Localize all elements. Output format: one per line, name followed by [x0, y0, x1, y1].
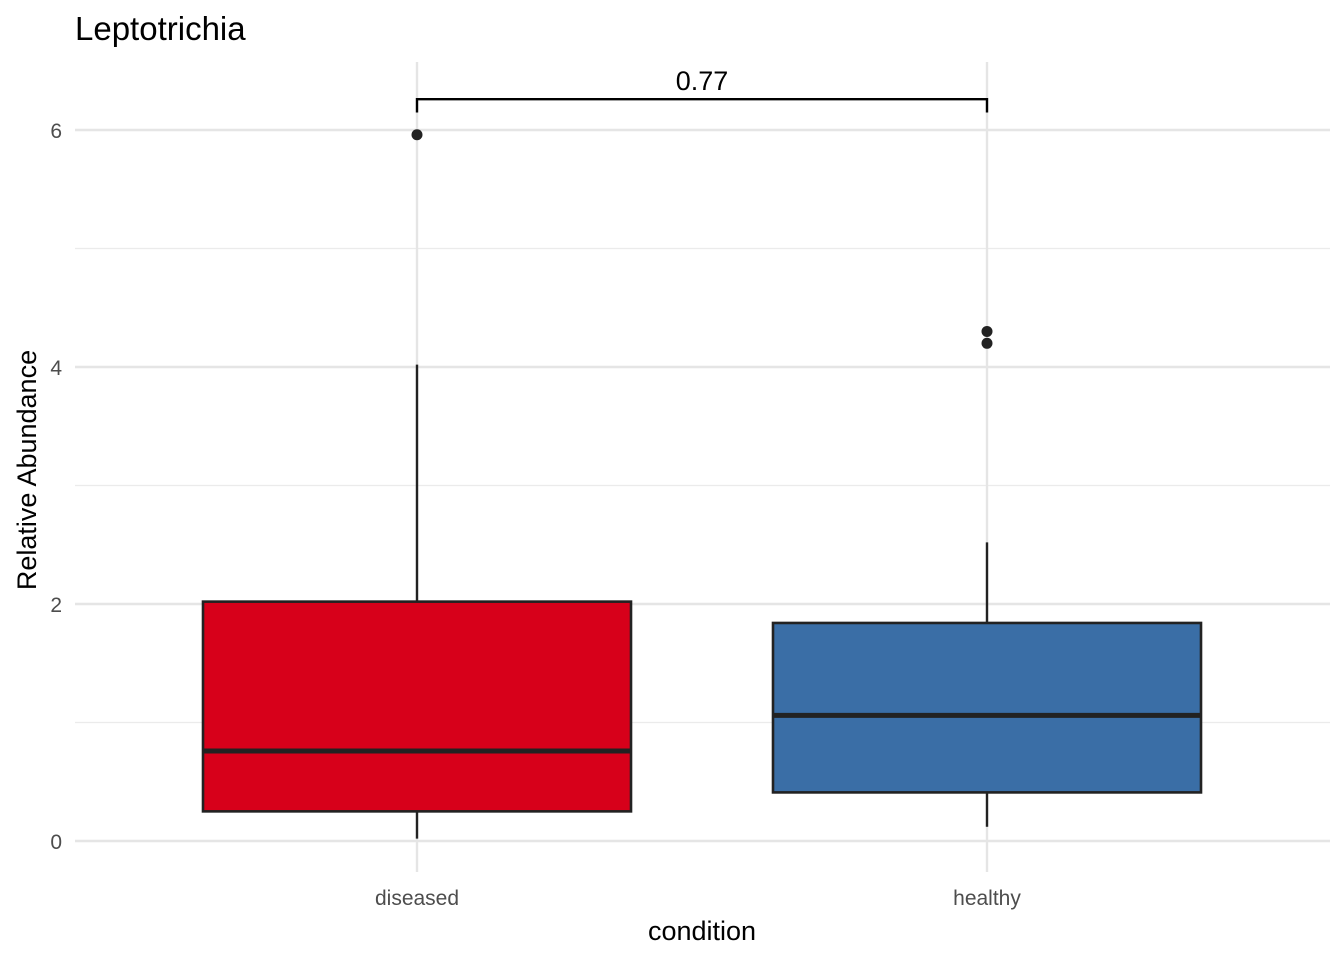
box-healthy [771, 621, 1203, 794]
p-value-label: 0.77 [676, 66, 729, 96]
y-tick-label: 0 [50, 831, 62, 854]
x-tick-label: healthy [953, 887, 1021, 910]
box-layer [201, 129, 1203, 839]
chart-title: Leptotrichia [75, 10, 246, 47]
x-axis-title: condition [648, 916, 756, 946]
annotation-layer: 0.77 [415, 66, 989, 113]
y-tick-label: 6 [50, 120, 62, 143]
outlier-point [981, 325, 993, 337]
significance-bracket [415, 97, 989, 113]
y-tick-label: 2 [50, 594, 62, 617]
outlier-point [981, 337, 993, 349]
box-diseased [201, 600, 633, 813]
box-group-healthy [771, 325, 1203, 827]
outlier-point [411, 129, 423, 141]
y-tick-label: 4 [50, 357, 62, 380]
x-tick-label: diseased [375, 887, 459, 910]
y-axis-title: Relative Abundance [12, 350, 42, 590]
box-group-diseased [201, 129, 633, 839]
tick-layer: 0 2 4 6 diseased healthy [50, 120, 1021, 910]
